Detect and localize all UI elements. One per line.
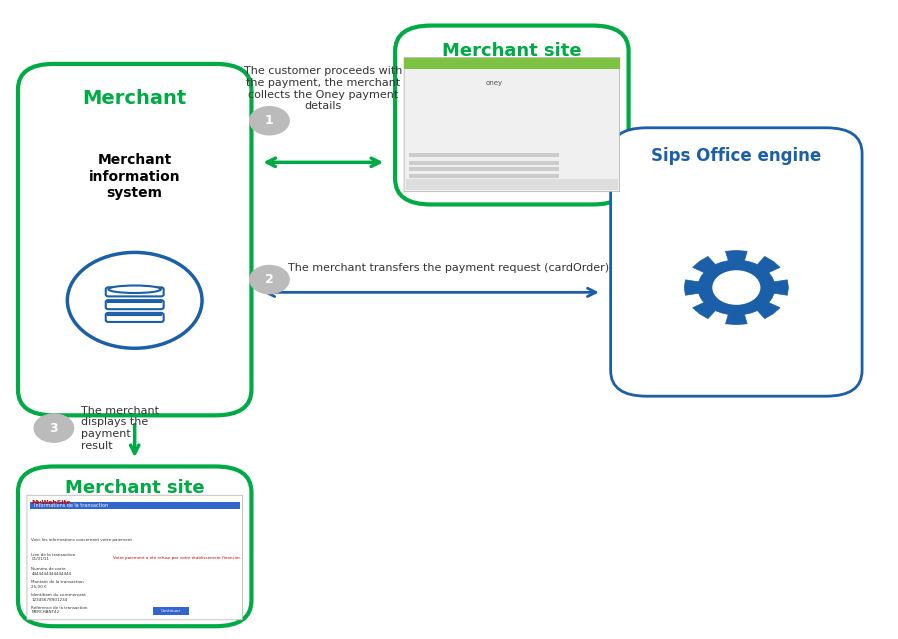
Text: Informations de la transaction: Informations de la transaction bbox=[34, 503, 109, 508]
Text: Sips Office engine: Sips Office engine bbox=[651, 147, 822, 165]
Text: 1: 1 bbox=[265, 114, 274, 127]
Text: Voici les informations concernant votre paiement: Voici les informations concernant votre … bbox=[31, 538, 132, 542]
Bar bbox=[409, 161, 559, 165]
Bar bbox=[409, 174, 559, 178]
Text: MyWebSite: MyWebSite bbox=[31, 500, 71, 505]
Bar bbox=[404, 58, 620, 69]
Text: Montant de la transaction
25,00 €: Montant de la transaction 25,00 € bbox=[31, 580, 84, 589]
Text: Référence de la transaction
MERCHANT42: Référence de la transaction MERCHANT42 bbox=[31, 606, 88, 614]
Bar bbox=[153, 607, 189, 615]
Bar bbox=[406, 179, 618, 190]
Polygon shape bbox=[684, 250, 788, 325]
Text: Merchant site: Merchant site bbox=[65, 479, 205, 497]
Text: Identifiant du commerçant
12345678901234: Identifiant du commerçant 12345678901234 bbox=[31, 593, 86, 601]
FancyBboxPatch shape bbox=[18, 466, 251, 626]
FancyBboxPatch shape bbox=[106, 288, 163, 296]
Bar bbox=[409, 180, 559, 184]
Text: Merchant
information
system: Merchant information system bbox=[89, 153, 180, 200]
FancyBboxPatch shape bbox=[106, 300, 163, 309]
Text: 3: 3 bbox=[49, 422, 58, 435]
FancyBboxPatch shape bbox=[395, 26, 629, 204]
FancyBboxPatch shape bbox=[18, 64, 251, 415]
Ellipse shape bbox=[109, 286, 161, 293]
Circle shape bbox=[250, 107, 289, 135]
Bar bbox=[409, 167, 559, 171]
Circle shape bbox=[250, 266, 289, 294]
Text: 2: 2 bbox=[265, 273, 274, 286]
Bar bbox=[30, 502, 240, 509]
FancyBboxPatch shape bbox=[106, 313, 163, 322]
Text: oney: oney bbox=[486, 80, 503, 86]
Text: Numéro de carte
4444444444444444: Numéro de carte 4444444444444444 bbox=[31, 567, 72, 576]
Text: The customer proceeds with
the payment, the merchant
collects the Oney payment
d: The customer proceeds with the payment, … bbox=[244, 66, 402, 111]
Text: Continuer: Continuer bbox=[161, 609, 180, 613]
FancyBboxPatch shape bbox=[404, 58, 620, 192]
Circle shape bbox=[34, 414, 74, 442]
Text: Merchant site: Merchant site bbox=[442, 42, 582, 59]
Text: The merchant
displays the
payment
result: The merchant displays the payment result bbox=[81, 406, 159, 450]
Bar bbox=[409, 153, 559, 157]
Circle shape bbox=[713, 271, 760, 304]
Text: Lien de la transaction
01/01/11: Lien de la transaction 01/01/11 bbox=[31, 553, 75, 561]
Text: The merchant transfers the payment request (cardOrder): The merchant transfers the payment reque… bbox=[288, 263, 610, 273]
Text: Merchant: Merchant bbox=[83, 89, 187, 109]
Text: Votre paiement a été refusé par votre établissement financier.: Votre paiement a été refusé par votre ét… bbox=[113, 556, 242, 560]
FancyBboxPatch shape bbox=[27, 495, 242, 620]
FancyBboxPatch shape bbox=[611, 128, 862, 396]
